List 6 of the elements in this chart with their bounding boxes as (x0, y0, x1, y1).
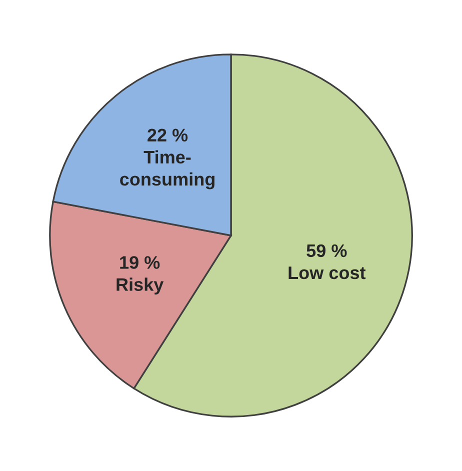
slice-label: Time- consuming (120, 150, 214, 190)
data-label: 22 % (148, 128, 188, 142)
data-label: 59 % (306, 244, 347, 258)
slice-label: Risky (116, 278, 164, 295)
data-label: 19 % (120, 256, 160, 269)
slice-label: Low cost (288, 266, 366, 280)
